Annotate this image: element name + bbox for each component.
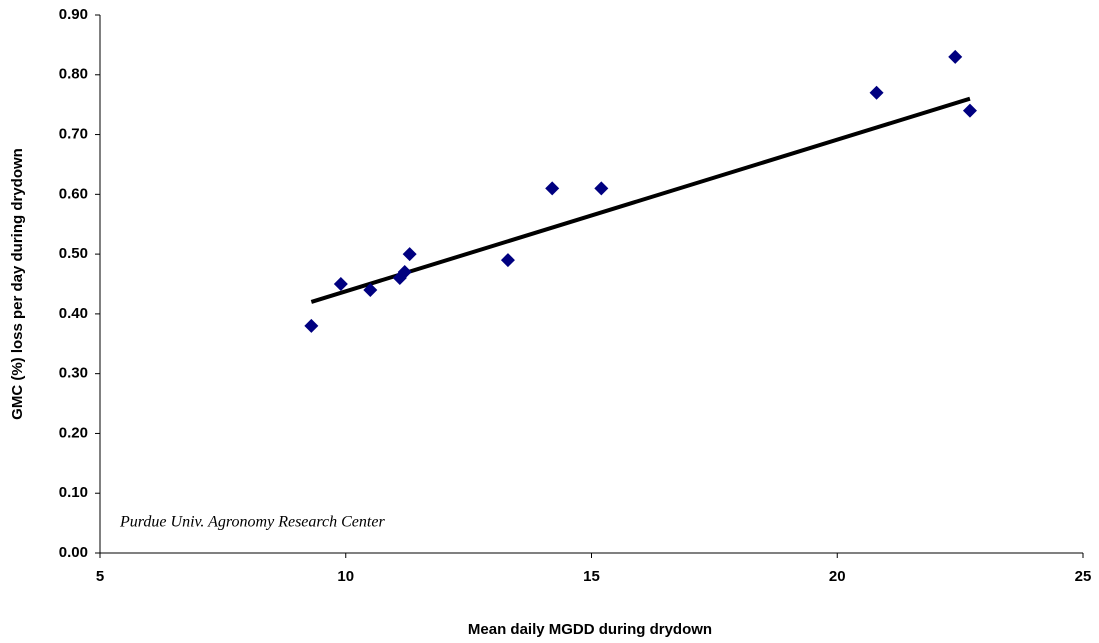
point (948, 49, 963, 64)
y-tick-label: 0.50 (59, 245, 88, 262)
y-tick-label: 0.80 (59, 66, 88, 83)
point (397, 265, 412, 280)
x-tick-label: 20 (829, 568, 846, 585)
y-tick-label: 0.00 (59, 544, 88, 561)
point (304, 318, 319, 333)
y-tick-label: 0.40 (59, 305, 88, 322)
y-tick-label: 0.90 (59, 6, 88, 23)
point (594, 181, 609, 196)
point (402, 247, 417, 262)
point (333, 277, 348, 291)
point (869, 85, 884, 100)
y-tick-label: 0.10 (59, 484, 88, 501)
y-axis-title: GMC (%) loss per day during drydown (9, 148, 26, 420)
trendline (310, 96, 971, 304)
x-tick-label: 10 (337, 568, 354, 585)
point (363, 282, 378, 297)
x-axis-title: Mean daily MGDD during drydown (468, 621, 712, 638)
point (545, 181, 560, 196)
y-tick-label: 0.30 (59, 365, 88, 382)
x-tick-label: 15 (583, 568, 600, 585)
point (962, 103, 977, 118)
y-tick-label: 0.60 (59, 185, 88, 202)
x-tick-label: 25 (1075, 568, 1092, 585)
annotation: Purdue Univ. Agronomy Research Center (119, 514, 385, 531)
y-tick-label: 0.20 (59, 424, 88, 441)
point (500, 253, 515, 268)
x-tick-label: 5 (96, 568, 104, 585)
y-tick-label: 0.70 (59, 126, 88, 143)
